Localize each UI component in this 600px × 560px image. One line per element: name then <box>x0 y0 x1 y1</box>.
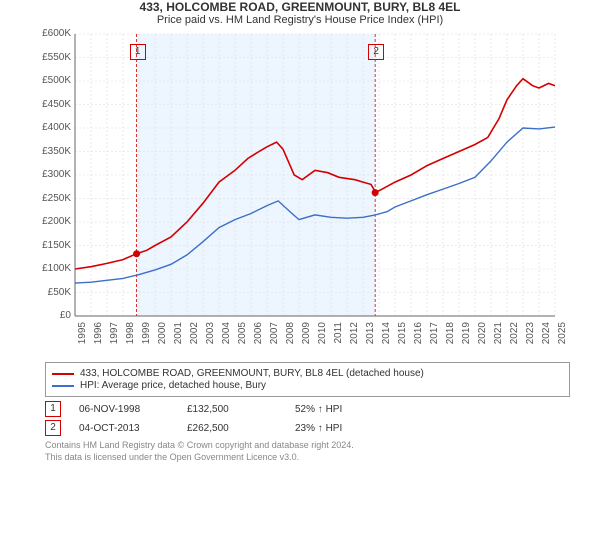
price-chart: £0 £50K £100K £150K £200K £250K £300K £350K £400… <box>30 26 570 356</box>
x-axis-label: 1997 <box>109 322 120 352</box>
x-axis-label: 2017 <box>429 322 440 352</box>
x-axis-label: 1999 <box>141 322 152 352</box>
y-axis-label: £350K <box>30 146 71 157</box>
sale-marker: 1 <box>45 401 61 417</box>
x-axis-label: 1998 <box>125 322 136 352</box>
sale-price: £262,500 <box>187 423 277 434</box>
sale-delta: 52% ↑ HPI <box>295 404 385 415</box>
x-axis-label: 2002 <box>189 322 200 352</box>
x-axis-label: 1995 <box>77 322 88 352</box>
sale-marker: 1 <box>130 44 146 60</box>
y-axis-label: £150K <box>30 240 71 251</box>
legend-label: 433, HOLCOMBE ROAD, GREENMOUNT, BURY, BL… <box>80 368 424 379</box>
sale-price: £132,500 <box>187 404 277 415</box>
sales-row: 1 06-NOV-1998 £132,500 52% ↑ HPI <box>45 401 570 417</box>
x-axis-label: 2018 <box>445 322 456 352</box>
x-axis-label: 2021 <box>493 322 504 352</box>
sales-row: 2 04-OCT-2013 £262,500 23% ↑ HPI <box>45 420 570 436</box>
x-axis-label: 2007 <box>269 322 280 352</box>
x-axis-label: 2015 <box>397 322 408 352</box>
sale-date: 06-NOV-1998 <box>79 404 169 415</box>
sale-marker: 2 <box>368 44 384 60</box>
legend-row: 433, HOLCOMBE ROAD, GREENMOUNT, BURY, BL… <box>52 368 563 379</box>
y-axis-label: £550K <box>30 52 71 63</box>
x-axis-label: 2008 <box>285 322 296 352</box>
y-axis-label: £450K <box>30 99 71 110</box>
x-axis-label: 2009 <box>301 322 312 352</box>
x-axis-label: 2004 <box>221 322 232 352</box>
y-axis-label: £400K <box>30 122 71 133</box>
x-axis-label: 2023 <box>525 322 536 352</box>
y-axis-label: £50K <box>30 287 71 298</box>
sale-date: 04-OCT-2013 <box>79 423 169 434</box>
y-axis-label: £500K <box>30 75 71 86</box>
footnote: Contains HM Land Registry data © Crown c… <box>45 440 570 463</box>
sale-delta: 23% ↑ HPI <box>295 423 385 434</box>
x-axis-label: 2014 <box>381 322 392 352</box>
chart-subtitle: Price paid vs. HM Land Registry's House … <box>0 14 600 26</box>
x-axis-label: 2019 <box>461 322 472 352</box>
legend: 433, HOLCOMBE ROAD, GREENMOUNT, BURY, BL… <box>45 362 570 397</box>
x-axis-label: 2020 <box>477 322 488 352</box>
y-axis-label: £100K <box>30 263 71 274</box>
x-axis-label: 2006 <box>253 322 264 352</box>
y-axis-label: £250K <box>30 193 71 204</box>
x-axis-label: 2025 <box>557 322 568 352</box>
y-axis-label: £300K <box>30 169 71 180</box>
x-axis-label: 2003 <box>205 322 216 352</box>
x-axis-label: 2001 <box>173 322 184 352</box>
x-axis-label: 2024 <box>541 322 552 352</box>
footnote-line: This data is licensed under the Open Gov… <box>45 452 570 464</box>
sales-table: 1 06-NOV-1998 £132,500 52% ↑ HPI 2 04-OCT-201… <box>45 401 570 436</box>
x-axis-label: 2013 <box>365 322 376 352</box>
footnote-line: Contains HM Land Registry data © Crown c… <box>45 440 570 452</box>
legend-label: HPI: Average price, detached house, Bury <box>80 380 266 391</box>
legend-swatch <box>52 385 74 387</box>
y-axis-label: £600K <box>30 28 71 39</box>
x-axis-label: 2016 <box>413 322 424 352</box>
x-axis-label: 2022 <box>509 322 520 352</box>
x-axis-label: 2012 <box>349 322 360 352</box>
sale-marker: 2 <box>45 420 61 436</box>
x-axis-label: 2005 <box>237 322 248 352</box>
legend-row: HPI: Average price, detached house, Bury <box>52 380 563 391</box>
x-axis-label: 2010 <box>317 322 328 352</box>
chart-title: 433, HOLCOMBE ROAD, GREENMOUNT, BURY, BL… <box>0 0 600 14</box>
y-axis-label: £200K <box>30 216 71 227</box>
y-axis-label: £0 <box>30 310 71 321</box>
x-axis-label: 2011 <box>333 322 344 352</box>
x-axis-label: 2000 <box>157 322 168 352</box>
x-axis-label: 1996 <box>93 322 104 352</box>
legend-swatch <box>52 373 74 375</box>
